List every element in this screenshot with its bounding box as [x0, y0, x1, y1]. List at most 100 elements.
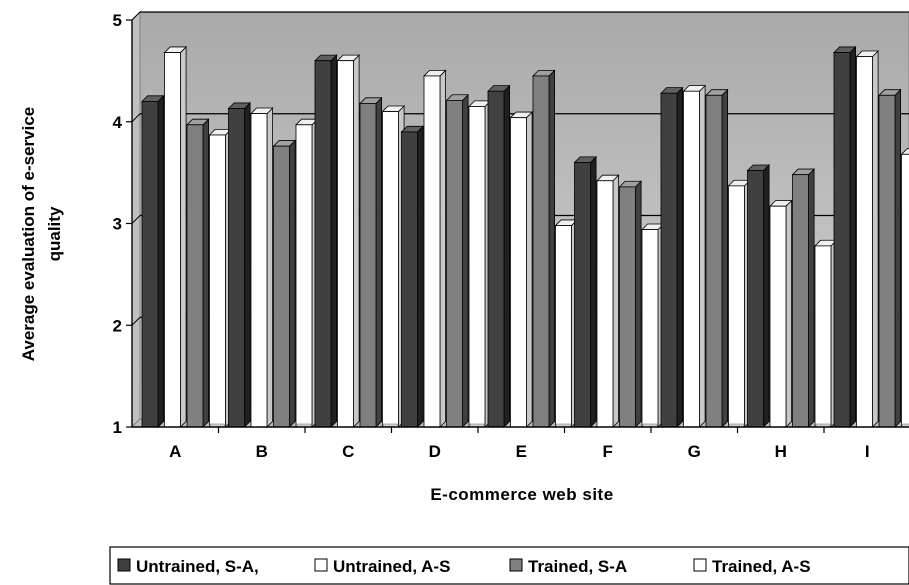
bar-front [359, 103, 377, 428]
bar [554, 218, 579, 428]
bar [314, 54, 338, 428]
bar-side [180, 45, 187, 428]
bar-side [676, 86, 683, 428]
bar [573, 155, 598, 428]
bar [141, 94, 165, 428]
bar [618, 180, 643, 428]
bar [746, 164, 771, 428]
bar [445, 93, 470, 428]
bar-top [900, 148, 909, 155]
bar-side [872, 50, 879, 428]
bar-side [289, 139, 296, 428]
bar-front [833, 52, 851, 428]
legend-swatch [509, 558, 523, 572]
bar-front [228, 108, 245, 428]
bar-side [439, 69, 447, 428]
x-tick-label: D [429, 442, 441, 461]
bar-side [503, 84, 511, 428]
x-axis-title: E-commerce web site [430, 485, 613, 504]
gridline-side [131, 113, 141, 123]
bar-front [273, 145, 290, 428]
bar-side [763, 164, 770, 428]
bar [487, 84, 511, 428]
bar [596, 174, 620, 428]
bar-side [417, 125, 424, 428]
bar-front [619, 186, 636, 428]
x-tick-label: H [775, 442, 787, 461]
bar [509, 111, 534, 428]
legend-label: Trained, A-S [712, 557, 811, 576]
legend-label: Untrained, A-S [333, 557, 450, 576]
bar [208, 128, 233, 428]
x-tick-label: A [169, 442, 181, 461]
legend-label: Trained, S-A [528, 557, 627, 576]
bar-side [202, 118, 210, 428]
bar-front [660, 92, 678, 428]
bar-front [856, 56, 873, 428]
bar-front [769, 205, 787, 428]
bar [163, 45, 188, 428]
bar-side [699, 84, 706, 428]
bar [727, 179, 752, 428]
y-tick-label: 4 [113, 113, 123, 132]
bar-front [792, 174, 809, 428]
y-axis-title-line-1: Average evaluation of e-service [19, 107, 38, 362]
bar-front [641, 229, 659, 428]
bar-front [423, 75, 441, 428]
bar-front [574, 162, 591, 428]
bar-front [532, 75, 550, 428]
group-spacer [902, 423, 909, 428]
bar-side [266, 107, 274, 428]
bar-side [548, 69, 555, 428]
bar [855, 50, 880, 428]
legend-swatch [314, 558, 328, 572]
bar-front [186, 124, 204, 428]
legend-label: Untrained, S-A, [136, 557, 259, 576]
bar-front [209, 134, 226, 428]
bar-side [612, 174, 619, 428]
bar-side [462, 93, 469, 428]
legend-swatch [693, 558, 707, 572]
bar-front [250, 113, 268, 428]
x-tick-label: E [516, 442, 527, 461]
bar-front [683, 90, 700, 428]
bar-side [849, 45, 856, 428]
bar-front [814, 245, 832, 428]
y-tick-labels: 1 2 3 4 5 [113, 11, 132, 437]
bar-front [337, 60, 354, 428]
x-tick-label: B [256, 442, 268, 461]
bar-front [555, 225, 572, 428]
bar [272, 139, 297, 428]
bar [769, 199, 793, 428]
bar [227, 101, 252, 428]
bar-side [353, 54, 360, 428]
gridline-side [131, 11, 141, 21]
bar-front [468, 106, 486, 428]
bar-front [747, 170, 764, 428]
bar-front [878, 94, 896, 428]
gridline-side [131, 215, 141, 224]
bar-front [705, 94, 723, 428]
y-tick-label: 1 [113, 418, 122, 437]
y-axis-title: Average evaluation of e-service quality [19, 107, 64, 362]
x-tick-label: C [342, 442, 354, 461]
bar-front [141, 101, 159, 428]
bar-front [401, 131, 418, 428]
bar [336, 54, 361, 428]
y-tick-label: 3 [113, 215, 122, 234]
bar-side [894, 88, 901, 428]
x-tick-label: G [688, 442, 701, 461]
x-tick-labels: A B C D E F G H I [169, 427, 870, 461]
x-tick-label: F [603, 442, 613, 461]
bar [423, 69, 447, 428]
bar [359, 96, 383, 428]
gridline-side [131, 316, 141, 326]
bar [878, 88, 902, 428]
bar [660, 86, 684, 428]
bar-side [721, 88, 728, 428]
bar [295, 118, 319, 428]
bar-front [596, 180, 614, 428]
bar-side [590, 155, 597, 428]
bar [833, 45, 857, 428]
